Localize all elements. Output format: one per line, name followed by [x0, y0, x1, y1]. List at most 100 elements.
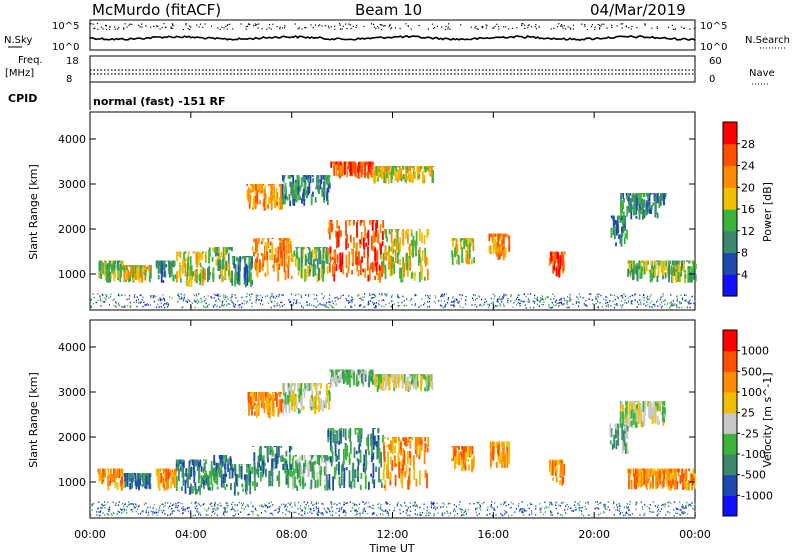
ground-scatter-cell — [483, 303, 485, 306]
echo-cell — [222, 473, 225, 485]
echo-cell — [405, 464, 408, 475]
ground-scatter-cell — [323, 303, 325, 305]
ground-scatter-cell — [365, 501, 367, 504]
ground-scatter-cell — [96, 511, 98, 513]
echo-cell — [508, 244, 510, 252]
ground-scatter-cell — [103, 301, 105, 303]
echo-cell — [332, 371, 335, 377]
noise-search-point — [297, 28, 299, 30]
echo-cell — [287, 245, 290, 255]
echo-cell — [239, 471, 242, 478]
ground-scatter-cell — [222, 294, 224, 296]
echo-cell — [216, 257, 219, 265]
ground-scatter-cell — [441, 295, 443, 298]
echo-cell — [189, 459, 192, 464]
echo-cell — [382, 385, 385, 391]
ground-scatter-cell — [325, 306, 327, 308]
ground-scatter-cell — [212, 508, 214, 510]
echo-cell — [685, 468, 688, 482]
ground-scatter-cell — [623, 293, 625, 295]
ground-scatter-cell — [226, 304, 228, 307]
echo-cell — [382, 377, 384, 391]
echo-cell — [299, 398, 302, 405]
ground-scatter-cell — [299, 302, 301, 304]
noise-search-point — [382, 25, 385, 27]
echo-cell — [378, 166, 380, 169]
ground-scatter-cell — [617, 297, 619, 299]
echo-cell — [328, 392, 331, 402]
echo-cell — [358, 443, 361, 447]
ground-scatter-cell — [231, 503, 233, 506]
noise-search-point — [485, 24, 487, 26]
echo-cell — [264, 198, 267, 209]
noise-search-point — [304, 27, 306, 29]
ground-scatter-cell — [224, 507, 226, 510]
echo-cell — [395, 175, 398, 181]
echo-cell — [389, 256, 392, 265]
ground-scatter-cell — [137, 298, 140, 301]
ground-scatter-cell — [518, 299, 520, 301]
echo-cell — [348, 161, 350, 170]
echo-cell — [454, 247, 456, 258]
ground-scatter-cell — [462, 509, 464, 511]
echo-cell — [283, 384, 286, 394]
noise-search-point — [560, 25, 562, 27]
ground-scatter-cell — [195, 301, 197, 303]
ground-scatter-cell — [352, 502, 354, 504]
colorbar-swatch — [723, 187, 737, 210]
echo-cell — [458, 446, 460, 450]
noise-search-point — [496, 23, 498, 25]
echo-cell — [167, 468, 170, 480]
echo-cell — [330, 220, 333, 233]
ground-scatter-cell — [258, 298, 260, 301]
echo-cell — [328, 401, 331, 411]
ground-scatter-cell — [456, 513, 459, 515]
ground-scatter-cell — [340, 295, 342, 297]
echo-cell — [286, 238, 288, 244]
noise-search-point — [441, 26, 443, 28]
echo-cell — [295, 247, 297, 248]
ground-scatter-cell — [651, 306, 653, 309]
echo-cell — [358, 444, 361, 454]
echo-cell — [663, 193, 665, 203]
ground-scatter-cell — [100, 503, 103, 506]
echo-cell — [262, 394, 264, 405]
echo-cell — [144, 277, 147, 281]
echo-cell — [655, 401, 657, 406]
ground-scatter-cell — [380, 305, 383, 307]
echo-cell — [267, 242, 269, 247]
ground-scatter-cell — [92, 502, 95, 505]
echo-cell — [320, 175, 323, 184]
echo-cell — [254, 195, 257, 203]
ground-scatter-cell — [633, 294, 635, 297]
ground-scatter-cell — [184, 508, 186, 510]
ground-scatter-cell — [649, 302, 651, 304]
noise-search-point — [189, 25, 191, 27]
ground-scatter-cell — [450, 304, 452, 306]
ground-scatter-cell — [486, 514, 488, 516]
echo-cell — [326, 199, 329, 205]
ground-scatter-cell — [373, 296, 376, 299]
echo-cell — [251, 184, 253, 185]
echo-cell — [464, 456, 466, 470]
echo-cell — [501, 441, 503, 443]
echo-cell — [310, 383, 313, 391]
echo-cell — [410, 240, 413, 246]
echo-cell — [630, 401, 633, 404]
echo-cell — [469, 239, 472, 247]
echo-cell — [316, 472, 319, 487]
echo-cell — [336, 369, 338, 376]
noise-search-point — [334, 25, 336, 27]
echo-cell — [556, 251, 558, 260]
echo-cell — [550, 260, 553, 264]
echo-cell — [332, 429, 335, 443]
ground-scatter-cell — [508, 515, 510, 517]
echo-cell — [284, 465, 287, 472]
ground-scatter-cell — [310, 502, 312, 505]
noise-search-point — [171, 23, 173, 25]
echo-cell — [471, 259, 473, 265]
echo-cell — [365, 242, 367, 247]
echo-cell — [356, 457, 359, 462]
echo-cell — [174, 475, 177, 486]
ground-scatter-cell — [658, 512, 660, 515]
